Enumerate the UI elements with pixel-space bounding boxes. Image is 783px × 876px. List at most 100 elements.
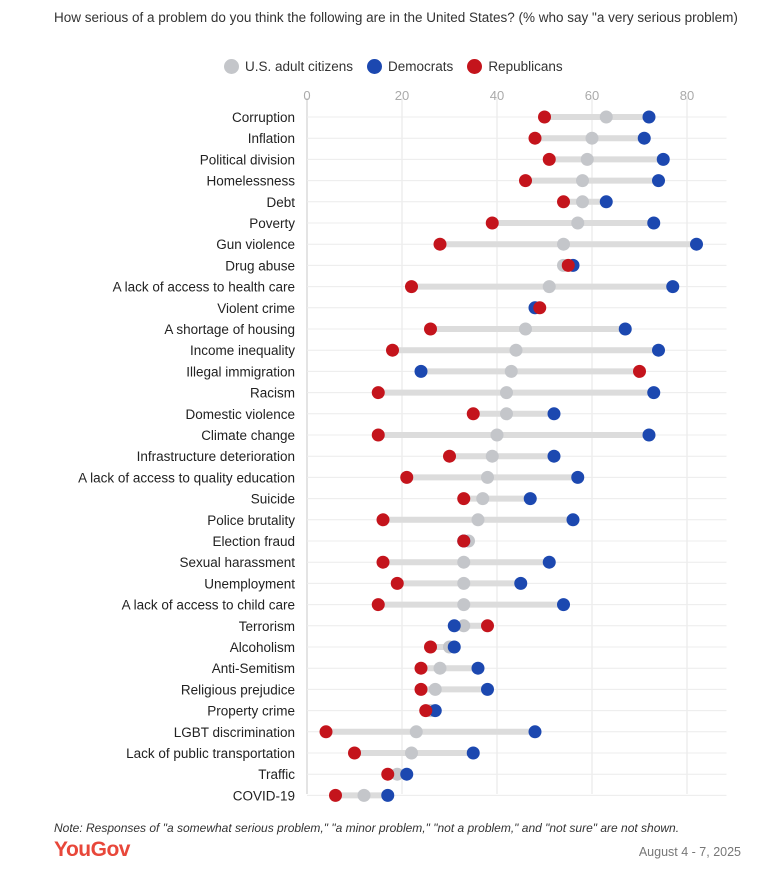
dot-us-adults-suicide [476, 492, 490, 506]
category-label-infrastructure-deterioration: Infrastructure deterioration [137, 449, 295, 464]
dot-us-adults-unemployment [457, 576, 471, 590]
dot-republicans-drug-abuse [561, 258, 575, 272]
category-label-illegal-immigration: Illegal immigration [186, 364, 295, 379]
x-tick-label-40: 40 [490, 88, 504, 103]
dot-us-adults-a-shortage-of-housing [519, 322, 532, 336]
dot-us-adults-poverty [571, 216, 585, 230]
dot-republicans-domestic-violence [466, 407, 480, 421]
category-label-climate-change: Climate change [201, 428, 295, 443]
legend-dot-democrats [367, 58, 383, 74]
dot-democrats-unemployment [514, 576, 528, 590]
category-label-sexual-harassment: Sexual harassment [179, 555, 295, 570]
dot-us-adults-lgbt-discrimination [409, 725, 423, 739]
category-label-election-fraud: Election fraud [212, 534, 295, 549]
dot-republicans-sexual-harassment [376, 555, 390, 569]
dot-democrats-a-lack-of-access-to-health-care [666, 280, 680, 294]
x-tick-label-80: 80 [680, 88, 694, 103]
dot-democrats-debt [599, 195, 613, 209]
category-label-lack-of-public-transportation: Lack of public transportation [126, 746, 295, 761]
dot-us-adults-police-brutality [471, 513, 485, 527]
dot-democrats-property-crime [428, 704, 442, 718]
dot-republicans-violent-crime [533, 301, 547, 315]
dot-range-chart: 0 20 40 60 80 Corruption Inflation Political di… [78, 88, 727, 802]
dot-republicans-corruption [538, 110, 551, 124]
dot-republicans-a-lack-of-access-to-quality-education [400, 470, 414, 484]
category-label-drug-abuse: Drug abuse [225, 258, 295, 273]
dot-republicans-climate-change [371, 428, 385, 442]
dot-republicans-unemployment [390, 576, 404, 590]
dot-us-adults-debt [576, 195, 589, 209]
dot-democrats-lgbt-discrimination [528, 725, 542, 739]
dot-democrats-income-inequality [652, 343, 665, 357]
dot-republicans-religious-prejudice [414, 682, 428, 696]
dot-republicans-racism [371, 386, 385, 400]
dot-us-adults-inflation [585, 131, 599, 145]
dot-us-adults-a-lack-of-access-to-health-care [542, 280, 556, 294]
dot-republicans-a-lack-of-access-to-child-care [371, 598, 385, 612]
dot-republicans-infrastructure-deterioration [443, 449, 456, 463]
x-tick-label-60: 60 [585, 88, 599, 103]
category-label-a-lack-of-access-to-quality-education: A lack of access to quality education [78, 470, 295, 485]
dot-democrats-suicide [523, 492, 537, 506]
dot-democrats-sexual-harassment [542, 555, 556, 569]
legend-label-us-adults: U.S. adult citizens [245, 58, 354, 74]
dot-republicans-homelessness [519, 174, 532, 188]
dot-democrats-terrorism [447, 619, 461, 633]
category-label-anti-semitism: Anti-Semitism [212, 661, 295, 676]
dot-republicans-property-crime [419, 704, 433, 718]
dot-democrats-political-division [656, 152, 670, 166]
dot-democrats-racism [647, 386, 661, 400]
dot-republicans-election-fraud [457, 534, 471, 548]
dot-democrats-poverty [647, 216, 661, 230]
category-label-a-lack-of-access-to-health-care: A lack of access to health care [113, 280, 295, 295]
dot-republicans-political-division [542, 152, 556, 166]
dot-us-adults-income-inequality [509, 343, 523, 357]
dot-democrats-lack-of-public-transportation [466, 746, 480, 760]
dot-democrats-homelessness [652, 174, 665, 188]
dot-democrats-illegal-immigration [414, 364, 428, 378]
dot-us-adults-racism [500, 386, 513, 400]
dot-democrats-a-shortage-of-housing [618, 322, 632, 336]
category-label-poverty: Poverty [249, 216, 295, 231]
dot-republicans-debt [557, 195, 570, 209]
dot-us-adults-covid-19 [357, 788, 371, 802]
dot-democrats-traffic [400, 767, 414, 781]
dot-republicans-a-lack-of-access-to-health-care [405, 280, 418, 294]
dot-democrats-alcoholism [447, 640, 461, 654]
category-label-traffic: Traffic [258, 767, 295, 782]
dot-republicans-traffic [381, 767, 395, 781]
category-label-lgbt-discrimination: LGBT discrimination [174, 725, 295, 740]
legend-item-us-adults: U.S. adult citizens [224, 58, 354, 74]
dot-us-adults-religious-prejudice [428, 682, 442, 696]
dot-republicans-inflation [528, 131, 542, 145]
category-label-corruption: Corruption [232, 110, 295, 125]
dot-us-adults-homelessness [576, 174, 589, 188]
category-label-inflation: Inflation [248, 131, 295, 146]
category-label-domestic-violence: Domestic violence [185, 407, 295, 422]
dot-democrats-inflation [637, 131, 651, 145]
dot-republicans-police-brutality [376, 513, 390, 527]
dot-us-adults-gun-violence [557, 237, 570, 251]
dot-republicans-income-inequality [386, 343, 399, 357]
dot-republicans-poverty [485, 216, 499, 230]
category-label-a-lack-of-access-to-child-care: A lack of access to child care [122, 598, 295, 613]
dot-republicans-gun-violence [433, 237, 447, 251]
survey-date: August 4 - 7, 2025 [638, 845, 741, 859]
chart-title: How serious of a problem do you think th… [54, 10, 738, 25]
dot-us-adults-lack-of-public-transportation [405, 746, 418, 760]
legend-label-republicans: Republicans [488, 58, 563, 74]
category-label-racism: Racism [250, 386, 295, 401]
dot-us-adults-traffic [390, 767, 404, 781]
dot-us-adults-infrastructure-deterioration [485, 449, 499, 463]
dot-us-adults-a-lack-of-access-to-quality-education [481, 470, 494, 484]
category-label-income-inequality: Income inequality [190, 343, 295, 358]
x-tick-label-20: 20 [395, 88, 409, 103]
category-label-debt: Debt [266, 195, 295, 210]
category-label-political-division: Political division [200, 152, 295, 167]
category-label-homelessness: Homelessness [206, 174, 295, 189]
dot-democrats-anti-semitism [471, 661, 485, 675]
dot-democrats-police-brutality [566, 513, 580, 527]
dot-us-adults-terrorism [457, 619, 471, 633]
dot-republicans-covid-19 [329, 788, 342, 802]
legend-item-republicans: Republicans [467, 58, 563, 74]
